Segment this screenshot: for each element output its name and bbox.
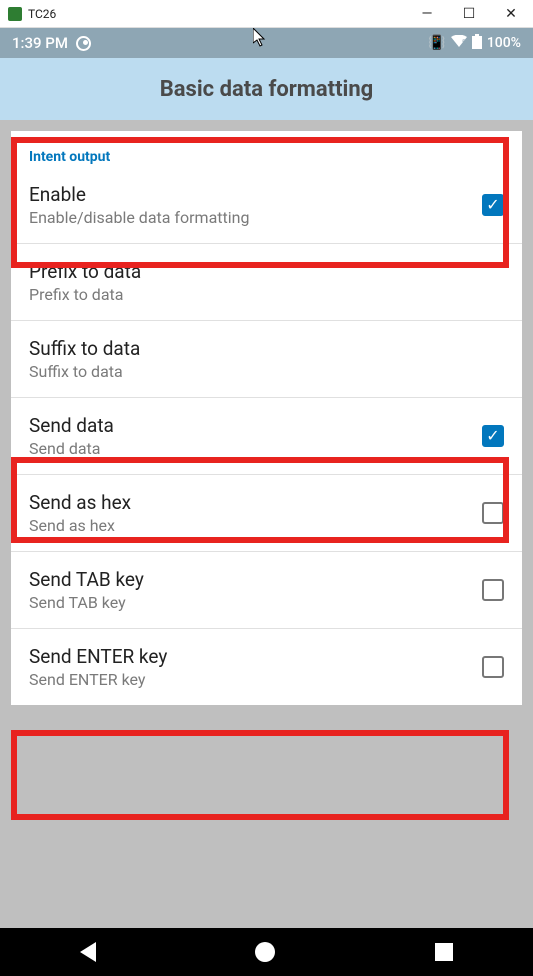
battery-percent: 100% — [487, 35, 521, 51]
row-prefix[interactable]: Prefix to data Prefix to data — [11, 243, 522, 320]
row-send-tab-sub: Send TAB key — [29, 593, 482, 612]
row-enable-title: Enable — [29, 183, 482, 206]
check-icon: ✓ — [486, 197, 499, 213]
home-button[interactable] — [255, 942, 275, 962]
minimize-button[interactable]: — — [413, 6, 441, 22]
vibrate-icon: 📳 — [428, 35, 445, 51]
wifi-icon: 5 — [451, 35, 467, 51]
row-send-hex-sub: Send as hex — [29, 516, 482, 535]
row-send-hex-title: Send as hex — [29, 491, 482, 514]
checkbox-send-enter[interactable] — [482, 656, 504, 678]
recent-button[interactable] — [435, 943, 453, 961]
window-controls: — ☐ ✕ — [413, 6, 525, 22]
row-prefix-sub: Prefix to data — [29, 285, 504, 304]
section-header: Intent output — [11, 131, 522, 171]
row-prefix-title: Prefix to data — [29, 260, 504, 283]
row-send-enter-sub: Send ENTER key — [29, 670, 482, 689]
content-area: Intent output Enable Enable/disable data… — [0, 131, 533, 705]
svg-text:5: 5 — [462, 39, 466, 46]
window-title: TC26 — [28, 7, 413, 21]
checkbox-enable[interactable]: ✓ — [482, 194, 504, 216]
row-suffix-title: Suffix to data — [29, 337, 504, 360]
row-send-data[interactable]: Send data Send data ✓ — [11, 397, 522, 474]
row-enable-sub: Enable/disable data formatting — [29, 208, 482, 227]
checkbox-send-tab[interactable] — [482, 579, 504, 601]
settings-list: Intent output Enable Enable/disable data… — [11, 131, 522, 705]
row-send-tab-title: Send TAB key — [29, 568, 482, 591]
row-send-data-title: Send data — [29, 414, 482, 437]
row-suffix-sub: Suffix to data — [29, 362, 504, 381]
android-nav-bar — [0, 928, 533, 976]
close-button[interactable]: ✕ — [497, 6, 525, 22]
row-send-enter-title: Send ENTER key — [29, 645, 482, 668]
app-header: Basic data formatting — [0, 58, 533, 120]
status-app-icon — [76, 36, 91, 51]
row-send-tab[interactable]: Send TAB key Send TAB key — [11, 551, 522, 628]
checkbox-send-data[interactable]: ✓ — [482, 425, 504, 447]
checkbox-send-hex[interactable] — [482, 502, 504, 524]
row-enable[interactable]: Enable Enable/disable data formatting ✓ — [11, 171, 522, 243]
maximize-button[interactable]: ☐ — [455, 6, 483, 22]
check-icon: ✓ — [486, 428, 499, 444]
row-send-data-sub: Send data — [29, 439, 482, 458]
app-icon — [8, 7, 22, 21]
battery-icon — [472, 34, 482, 53]
row-suffix[interactable]: Suffix to data Suffix to data — [11, 320, 522, 397]
clock: 1:39 PM — [12, 34, 68, 52]
highlight-box — [11, 730, 509, 820]
page-title: Basic data formatting — [160, 77, 374, 102]
row-send-enter[interactable]: Send ENTER key Send ENTER key — [11, 628, 522, 705]
android-status-bar: 1:39 PM 📳 5 100% — [0, 28, 533, 58]
row-send-hex[interactable]: Send as hex Send as hex — [11, 474, 522, 551]
back-button[interactable] — [80, 942, 96, 962]
window-titlebar: TC26 — ☐ ✕ — [0, 0, 533, 28]
